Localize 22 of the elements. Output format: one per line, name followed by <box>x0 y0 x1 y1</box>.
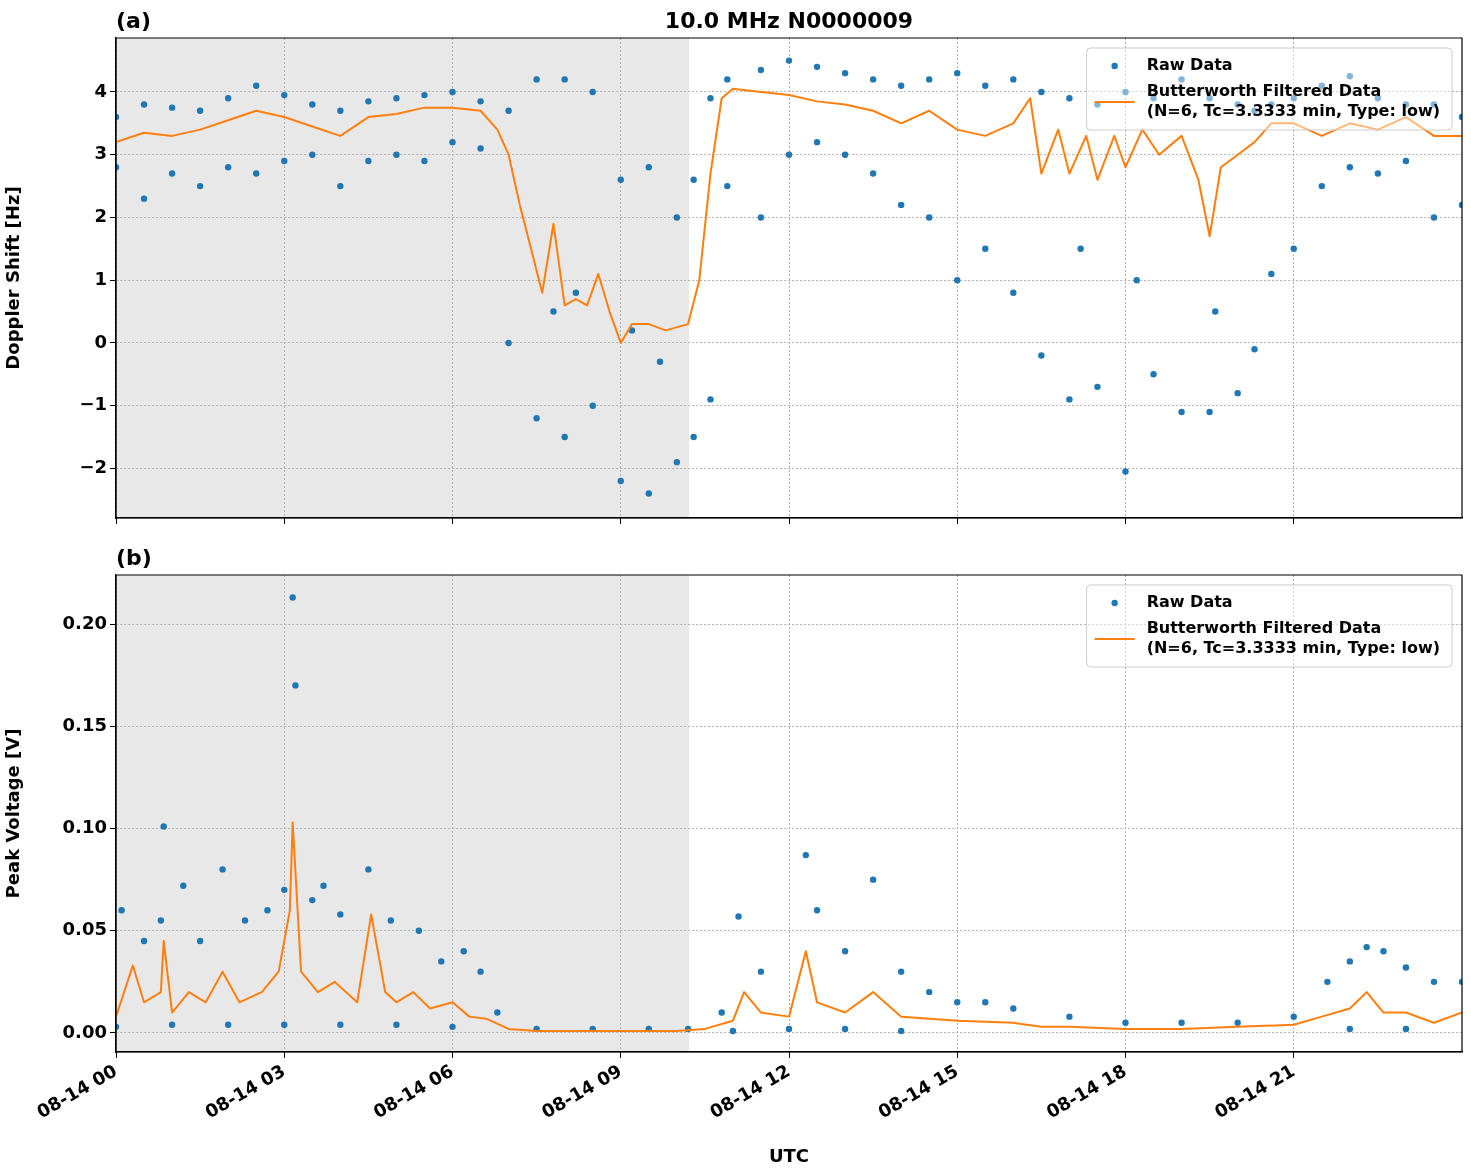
y-tick-label: 0.15 <box>62 713 107 735</box>
y-tick-label: 3 <box>94 142 107 164</box>
y-tick-label: 1 <box>94 267 107 289</box>
legend-label: Raw Data <box>1146 592 1233 612</box>
y-tick-label: 2 <box>94 205 107 227</box>
y-tick-label: 4 <box>94 79 107 101</box>
y-tick-label: −2 <box>79 456 107 478</box>
chart-title: 10.0 MHz N0000009 <box>664 7 914 33</box>
x-axis-title: UTC <box>768 1144 810 1166</box>
legend-label: Raw Data <box>1146 55 1233 75</box>
legend-label: Butterworth Filtered Data (N=6, Tc=3.3333 min, Type: low) <box>1146 81 1441 121</box>
y-tick-label: 0.05 <box>62 918 107 940</box>
text: (b) <box>116 544 152 570</box>
y-axis-title: Peak Voltage [V] <box>2 728 24 899</box>
y-tick-label: 0.20 <box>62 611 107 633</box>
legend-label: Butterworth Filtered Data (N=6, Tc=3.3333 min, Type: low) <box>1146 618 1441 658</box>
y-tick-label: 0.00 <box>62 1020 107 1042</box>
y-tick-label: 0 <box>94 330 107 352</box>
y-axis-title: Doppler Shift [Hz] <box>2 186 24 370</box>
y-tick-label: 0.10 <box>62 816 107 838</box>
y-tick-label: −1 <box>79 393 107 415</box>
text: (a) <box>116 7 151 33</box>
